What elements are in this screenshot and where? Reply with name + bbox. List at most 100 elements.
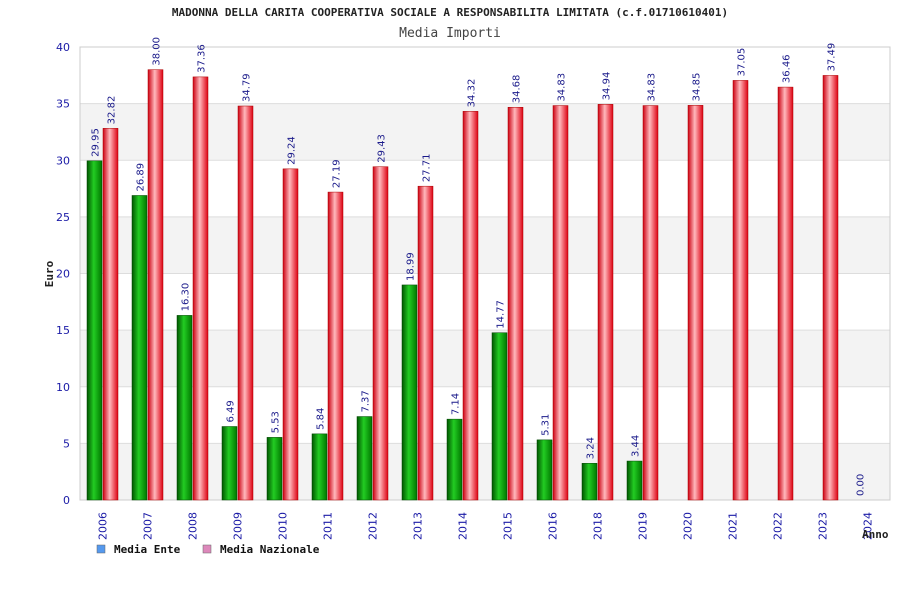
data-label: 34.83 (557, 73, 568, 102)
bar-media-ente (311, 433, 328, 501)
data-label: 14.77 (496, 300, 507, 329)
grid-band (80, 47, 890, 104)
grid-band (80, 330, 890, 387)
bar-media-nazionale (192, 76, 209, 501)
data-label: 37.36 (197, 44, 208, 73)
bar-media-nazionale (327, 191, 344, 501)
data-label: 27.19 (332, 159, 343, 188)
x-tick-label: 2016 (547, 512, 560, 540)
bar-media-ente (491, 332, 508, 501)
bar-media-nazionale (552, 105, 569, 501)
x-tick-label: 2021 (727, 512, 740, 540)
legend: Media Ente Media Nazionale (96, 543, 320, 556)
grid-band (80, 386, 890, 444)
data-label: 32.82 (107, 96, 118, 125)
x-tick-label: 2018 (592, 512, 605, 540)
plot-frame (79, 46, 891, 501)
x-tick-label: 2006 (97, 512, 110, 540)
x-tick-label: 2009 (232, 512, 245, 540)
bar-media-nazionale (597, 104, 614, 501)
bar-media-nazionale (732, 80, 749, 501)
data-label: 38.00 (152, 37, 163, 66)
data-label: 5.84 (316, 408, 327, 430)
legend-label-media-nazionale: Media Nazionale (220, 543, 320, 556)
y-tick-label: 10 (56, 381, 70, 394)
bar-media-nazionale (102, 128, 119, 501)
data-label: 34.68 (512, 75, 523, 104)
data-label: 18.99 (406, 252, 417, 281)
bar-media-ente (266, 437, 283, 501)
bar-media-ente (626, 460, 643, 501)
x-axis-ticks: 2006 2007 2008 2009 2010 2011 2012 2013 2014 2015… (97, 512, 875, 540)
bar-media-ente (401, 284, 418, 501)
grid-band (80, 160, 890, 217)
x-tick-label: 2012 (367, 512, 380, 540)
bar-media-nazionale (462, 111, 479, 501)
x-tick-label: 2024 (862, 512, 875, 540)
grid-band (80, 273, 890, 331)
data-label: 0.00 (856, 474, 867, 496)
x-tick-label: 2007 (142, 512, 155, 540)
x-axis-label: Anno (862, 528, 889, 541)
bar-media-ente (176, 315, 193, 501)
y-tick-label: 0 (63, 494, 70, 507)
grid-band (80, 216, 890, 274)
bar-media-nazionale (282, 168, 299, 501)
x-tick-label: 2022 (772, 512, 785, 540)
data-label: 6.49 (226, 400, 237, 422)
data-label: 27.71 (422, 154, 433, 183)
x-tick-label: 2019 (637, 512, 650, 540)
data-label: 5.53 (271, 411, 282, 433)
data-label: 3.24 (586, 437, 597, 459)
bar-media-nazionale (237, 105, 254, 501)
x-tick-label: 2013 (412, 512, 425, 540)
bar-media-ente (581, 463, 598, 501)
data-label: 7.14 (451, 393, 462, 415)
chart-subtitle: Media Importi (399, 26, 501, 41)
y-axis-label: Euro (43, 260, 56, 287)
data-label: 37.05 (737, 48, 748, 77)
grid-band (80, 443, 890, 500)
bar-media-ente (131, 195, 148, 501)
bar-media-nazionale (687, 105, 704, 501)
plot-background (79, 46, 891, 501)
x-tick-label: 2010 (277, 512, 290, 540)
bar-media-ente (446, 418, 463, 501)
legend-swatch-media-nazionale (202, 544, 212, 554)
data-label: 34.32 (467, 79, 478, 108)
data-label: 3.44 (631, 435, 642, 457)
bar-media-nazionale (507, 106, 524, 501)
bar-media-ente (86, 160, 103, 501)
bar-media-ente (356, 416, 373, 501)
bar-media-nazionale (777, 86, 794, 501)
data-label: 34.79 (242, 73, 253, 102)
data-labels: 29.95 32.82 26.89 38.00 16.30 37.36 6.49 34.79 5… (91, 37, 867, 496)
y-tick-label: 15 (56, 324, 70, 337)
data-label: 16.30 (181, 283, 192, 312)
legend-label-media-ente: Media Ente (114, 543, 181, 556)
data-label: 36.46 (782, 54, 793, 83)
y-tick-label: 40 (56, 41, 70, 54)
bar-media-ente (536, 439, 553, 501)
bar-media-nazionale (372, 166, 389, 501)
x-tick-label: 2011 (322, 512, 335, 540)
bars (86, 69, 839, 501)
y-axis-ticks: 0 5 10 15 20 25 30 35 40 (56, 41, 70, 507)
data-label: 5.31 (541, 414, 552, 436)
grid-band (80, 103, 890, 161)
legend-swatch-media-ente (96, 544, 106, 554)
x-tick-label: 2023 (817, 512, 830, 540)
y-tick-label: 20 (56, 268, 70, 281)
y-tick-label: 25 (56, 211, 70, 224)
data-label: 29.24 (287, 136, 298, 165)
x-tick-label: 2015 (502, 512, 515, 540)
data-label: 34.85 (692, 73, 703, 102)
data-label: 34.83 (647, 73, 658, 102)
data-label: 7.37 (361, 390, 372, 412)
data-label: 29.95 (91, 128, 102, 157)
x-tick-label: 2014 (457, 512, 470, 540)
chart-title: MADONNA DELLA CARITA COOPERATIVA SOCIALE… (172, 6, 728, 19)
y-tick-label: 35 (56, 98, 70, 111)
data-label: 26.89 (136, 163, 147, 192)
